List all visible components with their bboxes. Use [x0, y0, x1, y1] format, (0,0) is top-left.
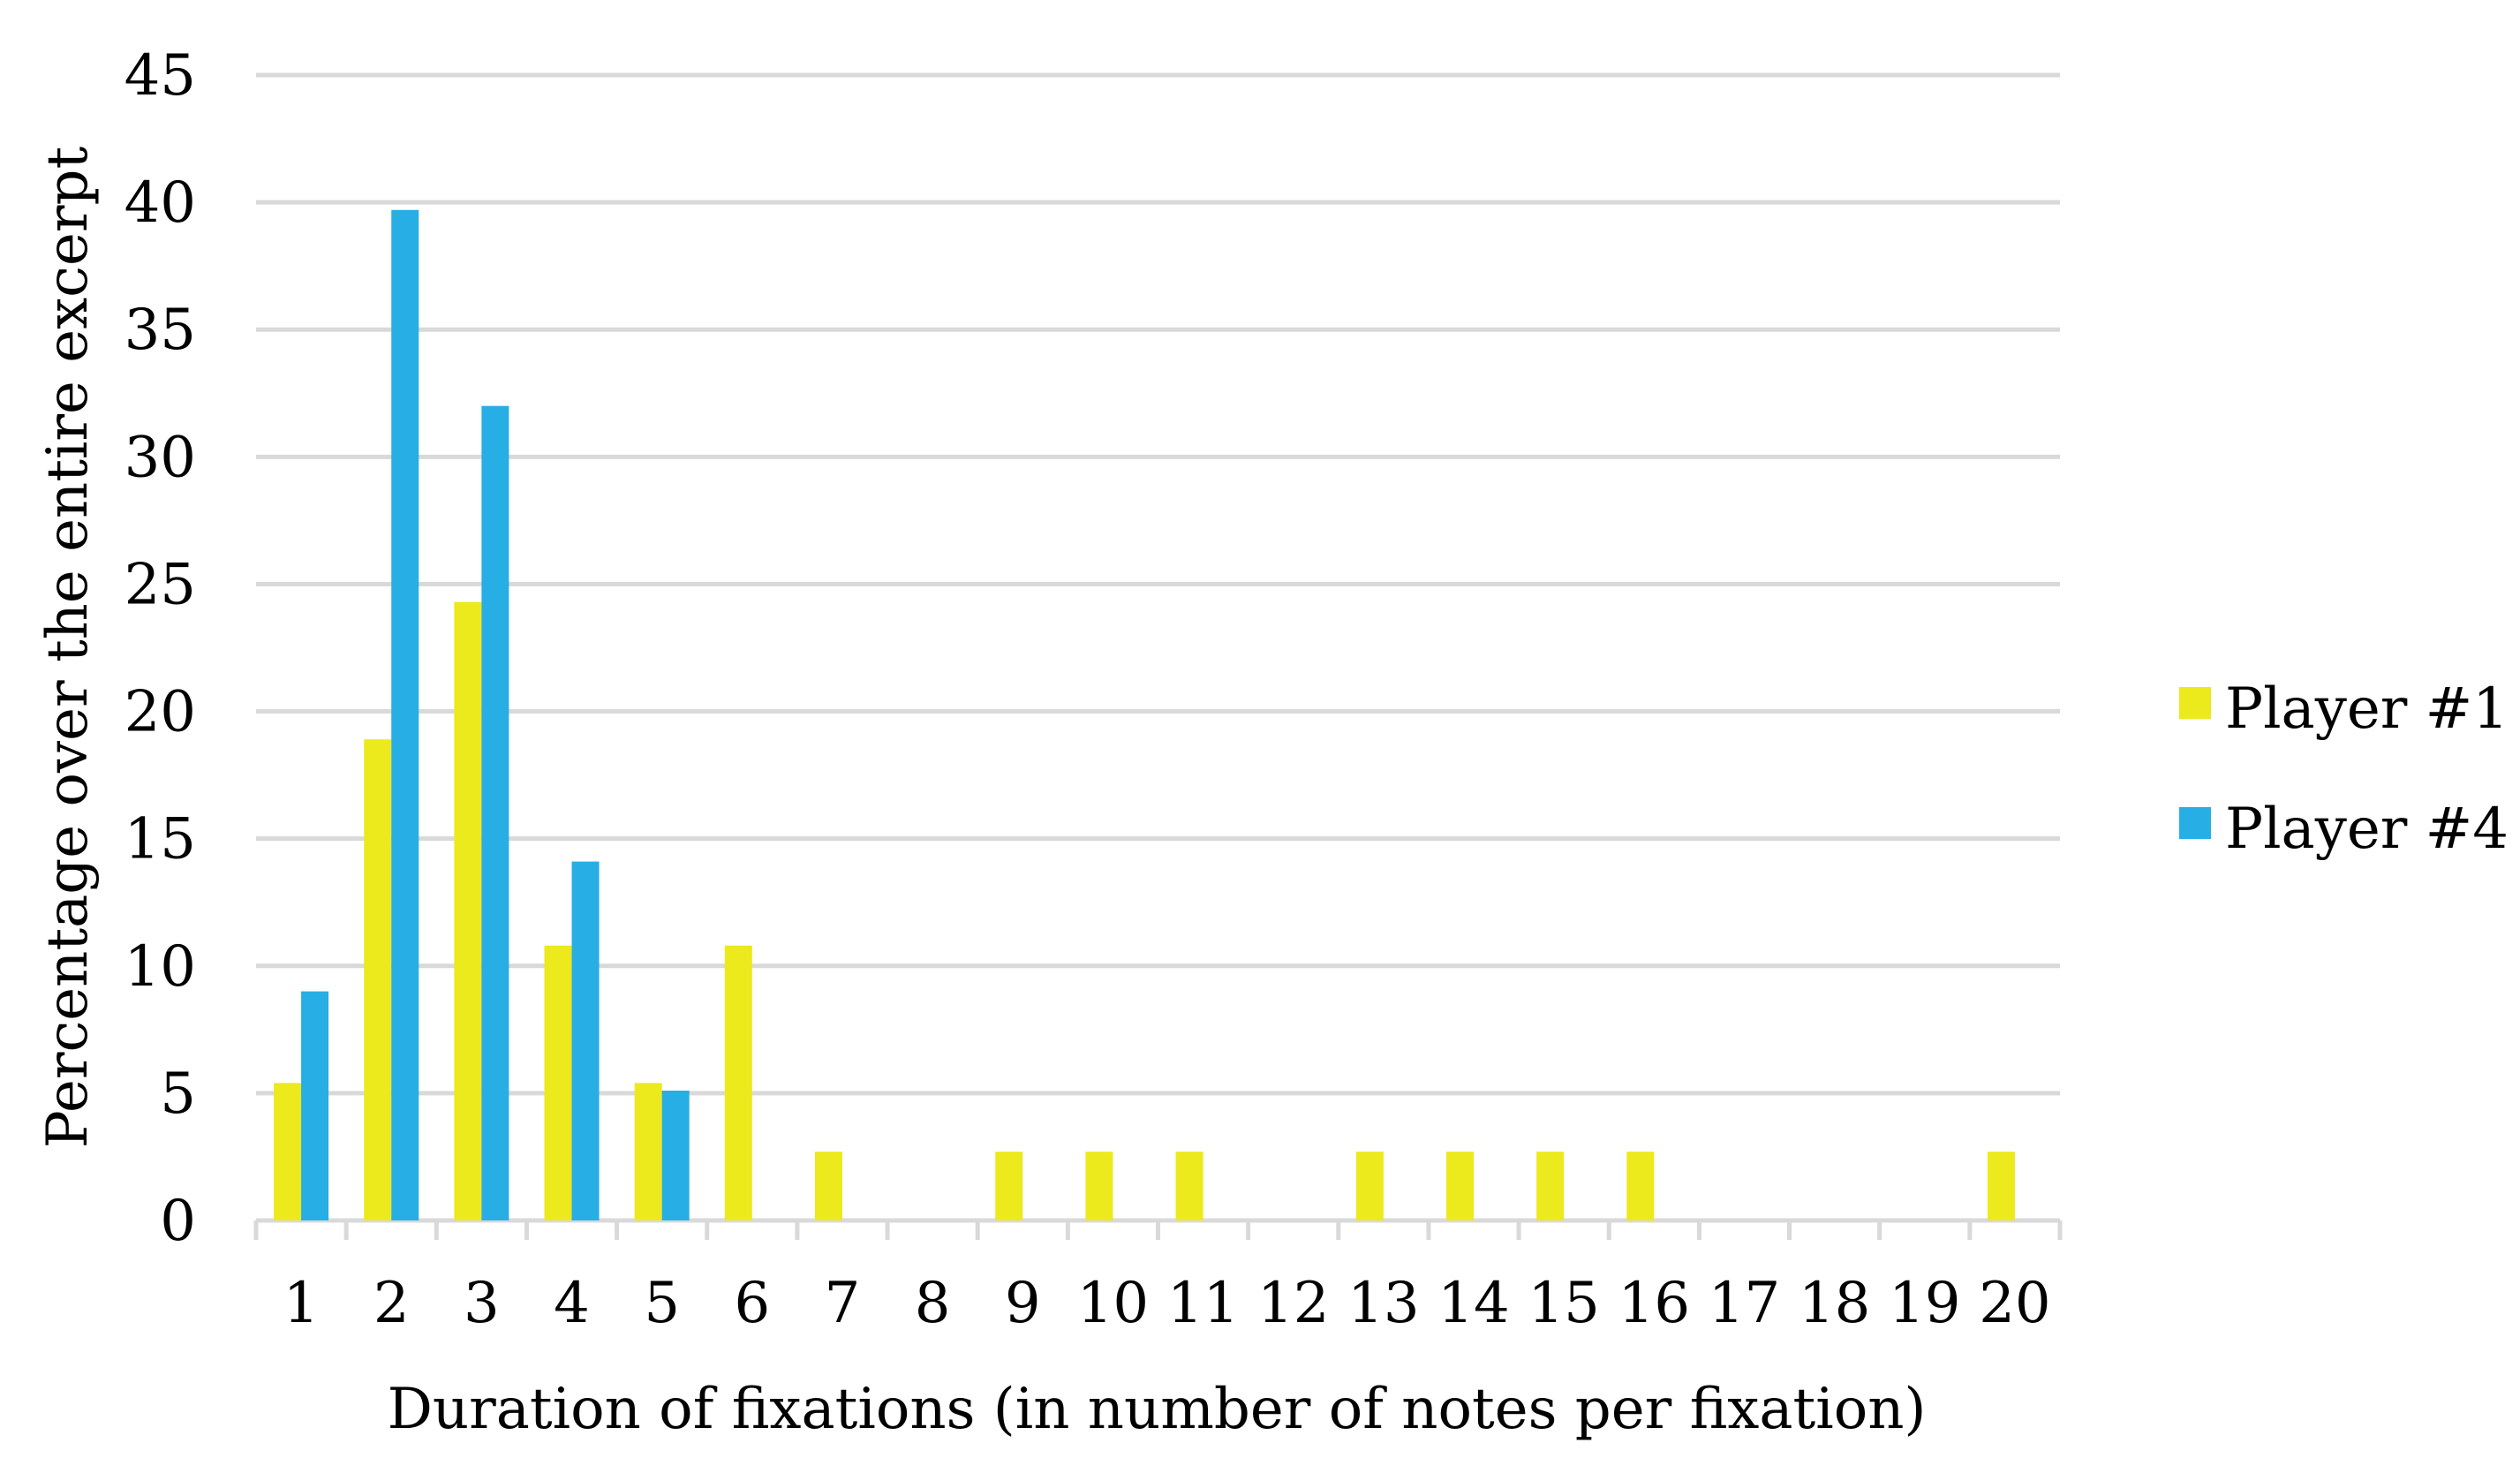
legend-label: Player #4 — [2225, 797, 2509, 862]
bar-player-1 — [454, 601, 482, 1220]
x-tick-label: 20 — [1979, 1271, 2050, 1336]
y-tick-label: 35 — [124, 298, 196, 363]
x-tick-label: 1 — [283, 1271, 320, 1336]
x-tick-label: 2 — [373, 1271, 410, 1336]
bar-player-1 — [1446, 1152, 1475, 1220]
legend-swatch — [2179, 807, 2211, 839]
x-axis — [253, 1218, 2063, 1240]
x-tick-label: 10 — [1077, 1271, 1149, 1336]
x-tick-label: 12 — [1257, 1271, 1329, 1336]
bar-player-4 — [571, 861, 600, 1220]
x-tick-labels: 1 2 3 4 5 6 7 8 9 10 11 12 13 14 15 16 17 18 19 20 — [283, 1271, 2051, 1336]
y-tick-label: 45 — [124, 43, 196, 109]
y-tick-label: 40 — [124, 170, 196, 236]
bar-player-4 — [661, 1091, 690, 1220]
x-tick-label: 15 — [1528, 1271, 1599, 1336]
bar-player-1 — [364, 739, 392, 1220]
gridlines — [256, 72, 2060, 1096]
bar-player-1 — [1175, 1152, 1203, 1220]
x-tick-label: 19 — [1889, 1271, 1960, 1336]
y-tick-labels: 0 5 10 15 20 25 30 35 40 45 — [124, 43, 196, 1254]
x-tick-label: 9 — [1005, 1271, 1041, 1336]
bar-player-4 — [301, 991, 329, 1220]
x-tick-label: 16 — [1618, 1271, 1690, 1336]
x-tick-label: 4 — [554, 1271, 590, 1336]
y-axis-label: Percentage over the entire excerpt — [35, 147, 101, 1149]
x-tick-label: 14 — [1437, 1271, 1509, 1336]
x-axis-label: Duration of fixations (in number of note… — [388, 1377, 1927, 1442]
bar-player-1 — [274, 1083, 302, 1220]
bars — [274, 209, 2015, 1220]
x-tick-label: 7 — [825, 1271, 861, 1336]
legend-swatch — [2179, 687, 2211, 719]
bar-player-1 — [1355, 1152, 1384, 1220]
y-tick-label: 30 — [124, 425, 196, 490]
bar-player-1 — [724, 945, 752, 1220]
bar-player-1 — [1626, 1152, 1655, 1220]
bar-player-1 — [814, 1152, 842, 1220]
x-tick-label: 18 — [1799, 1271, 1870, 1336]
bar-player-1 — [1536, 1152, 1565, 1220]
y-tick-label: 0 — [160, 1189, 196, 1254]
y-tick-label: 15 — [124, 807, 196, 872]
bar-player-1 — [544, 945, 572, 1220]
y-tick-label: 10 — [124, 934, 196, 1000]
legend: Player #1 Player #4 — [2179, 676, 2509, 862]
bar-player-4 — [391, 209, 419, 1220]
x-tick-label: 3 — [464, 1271, 500, 1336]
x-tick-label: 6 — [734, 1271, 770, 1336]
legend-label: Player #1 — [2225, 676, 2509, 742]
x-tick-label: 11 — [1167, 1271, 1239, 1336]
y-tick-label: 5 — [160, 1061, 196, 1127]
bar-player-1 — [995, 1152, 1023, 1220]
x-tick-label: 13 — [1347, 1271, 1419, 1336]
bar-player-1 — [1085, 1152, 1113, 1220]
bar-player-4 — [481, 405, 509, 1220]
y-tick-label: 25 — [124, 552, 196, 617]
y-tick-label: 20 — [124, 680, 196, 745]
x-tick-label: 5 — [644, 1271, 680, 1336]
bar-player-1 — [1987, 1152, 2015, 1220]
x-tick-label: 8 — [915, 1271, 951, 1336]
x-tick-label: 17 — [1709, 1271, 1780, 1336]
bar-player-1 — [634, 1083, 662, 1220]
